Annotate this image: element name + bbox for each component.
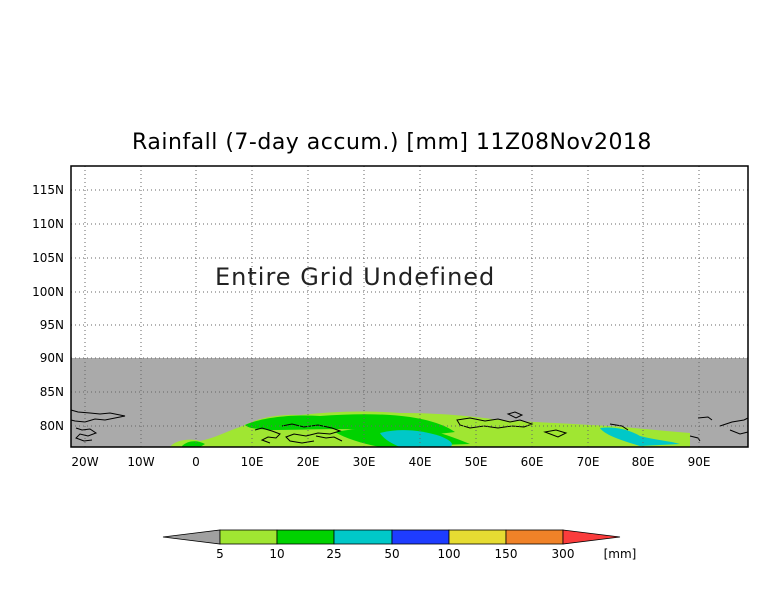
rain-10-25-area-3 — [182, 441, 205, 447]
lon-label: 20E — [297, 455, 320, 469]
colorbar-bin — [333, 529, 393, 545]
lat-label: 110N — [32, 217, 64, 231]
latitude-labels: 115N 110N 105N 100N 95N 90N 85N 80N — [32, 183, 64, 433]
colorbar-tick: 25 — [326, 547, 341, 561]
colorbar-tick: 5 — [216, 547, 224, 561]
colorbar-bin — [219, 529, 278, 545]
colorbar-bin — [391, 529, 450, 545]
rain-25-50-area-2 — [600, 427, 680, 446]
colorbar-tick: 50 — [384, 547, 399, 561]
lat-label: 85N — [40, 385, 64, 399]
colorbar-under-arrow — [162, 529, 221, 545]
lat-label: 95N — [40, 318, 64, 332]
lon-label: 70E — [577, 455, 600, 469]
lat-label: 105N — [32, 251, 64, 265]
colorbar-unit: [mm] — [604, 547, 637, 561]
lon-label: 60E — [521, 455, 544, 469]
lon-label: 20W — [71, 455, 98, 469]
lat-label: 80N — [40, 419, 64, 433]
rainfall-field — [170, 411, 690, 447]
lon-label: 90E — [688, 455, 711, 469]
lon-label: 10W — [127, 455, 154, 469]
grid-lines — [71, 166, 748, 447]
colorbar-bin — [276, 529, 335, 545]
colorbar-tick: 10 — [269, 547, 284, 561]
colorbar: 5 10 25 50 100 150 300 [mm] — [162, 529, 637, 561]
lat-label: 115N — [32, 183, 64, 197]
longitude-labels: 20W 10W 0 10E 20E 30E 40E 50E 60E 70E 80… — [71, 455, 710, 469]
lat-label: 90N — [40, 351, 64, 365]
colorbar-tick: 300 — [552, 547, 575, 561]
colorbar-tick: 150 — [495, 547, 518, 561]
lon-label: 50E — [465, 455, 488, 469]
map-frame — [70, 165, 749, 448]
lon-label: 0 — [192, 455, 200, 469]
lon-label: 40E — [409, 455, 432, 469]
colorbar-bin — [505, 529, 564, 545]
colorbar-tick: 100 — [438, 547, 461, 561]
lat-label: 100N — [32, 285, 64, 299]
colorbar-bin — [448, 529, 507, 545]
lon-label: 10E — [241, 455, 264, 469]
lon-label: 80E — [632, 455, 655, 469]
map-title: Rainfall (7-day accum.) [mm] 11Z08Nov201… — [132, 130, 652, 155]
undefined-grid-message: Entire Grid Undefined — [215, 263, 496, 291]
lon-label: 30E — [353, 455, 376, 469]
colorbar-over-arrow — [562, 529, 621, 545]
rain-25-50-area — [380, 430, 452, 447]
